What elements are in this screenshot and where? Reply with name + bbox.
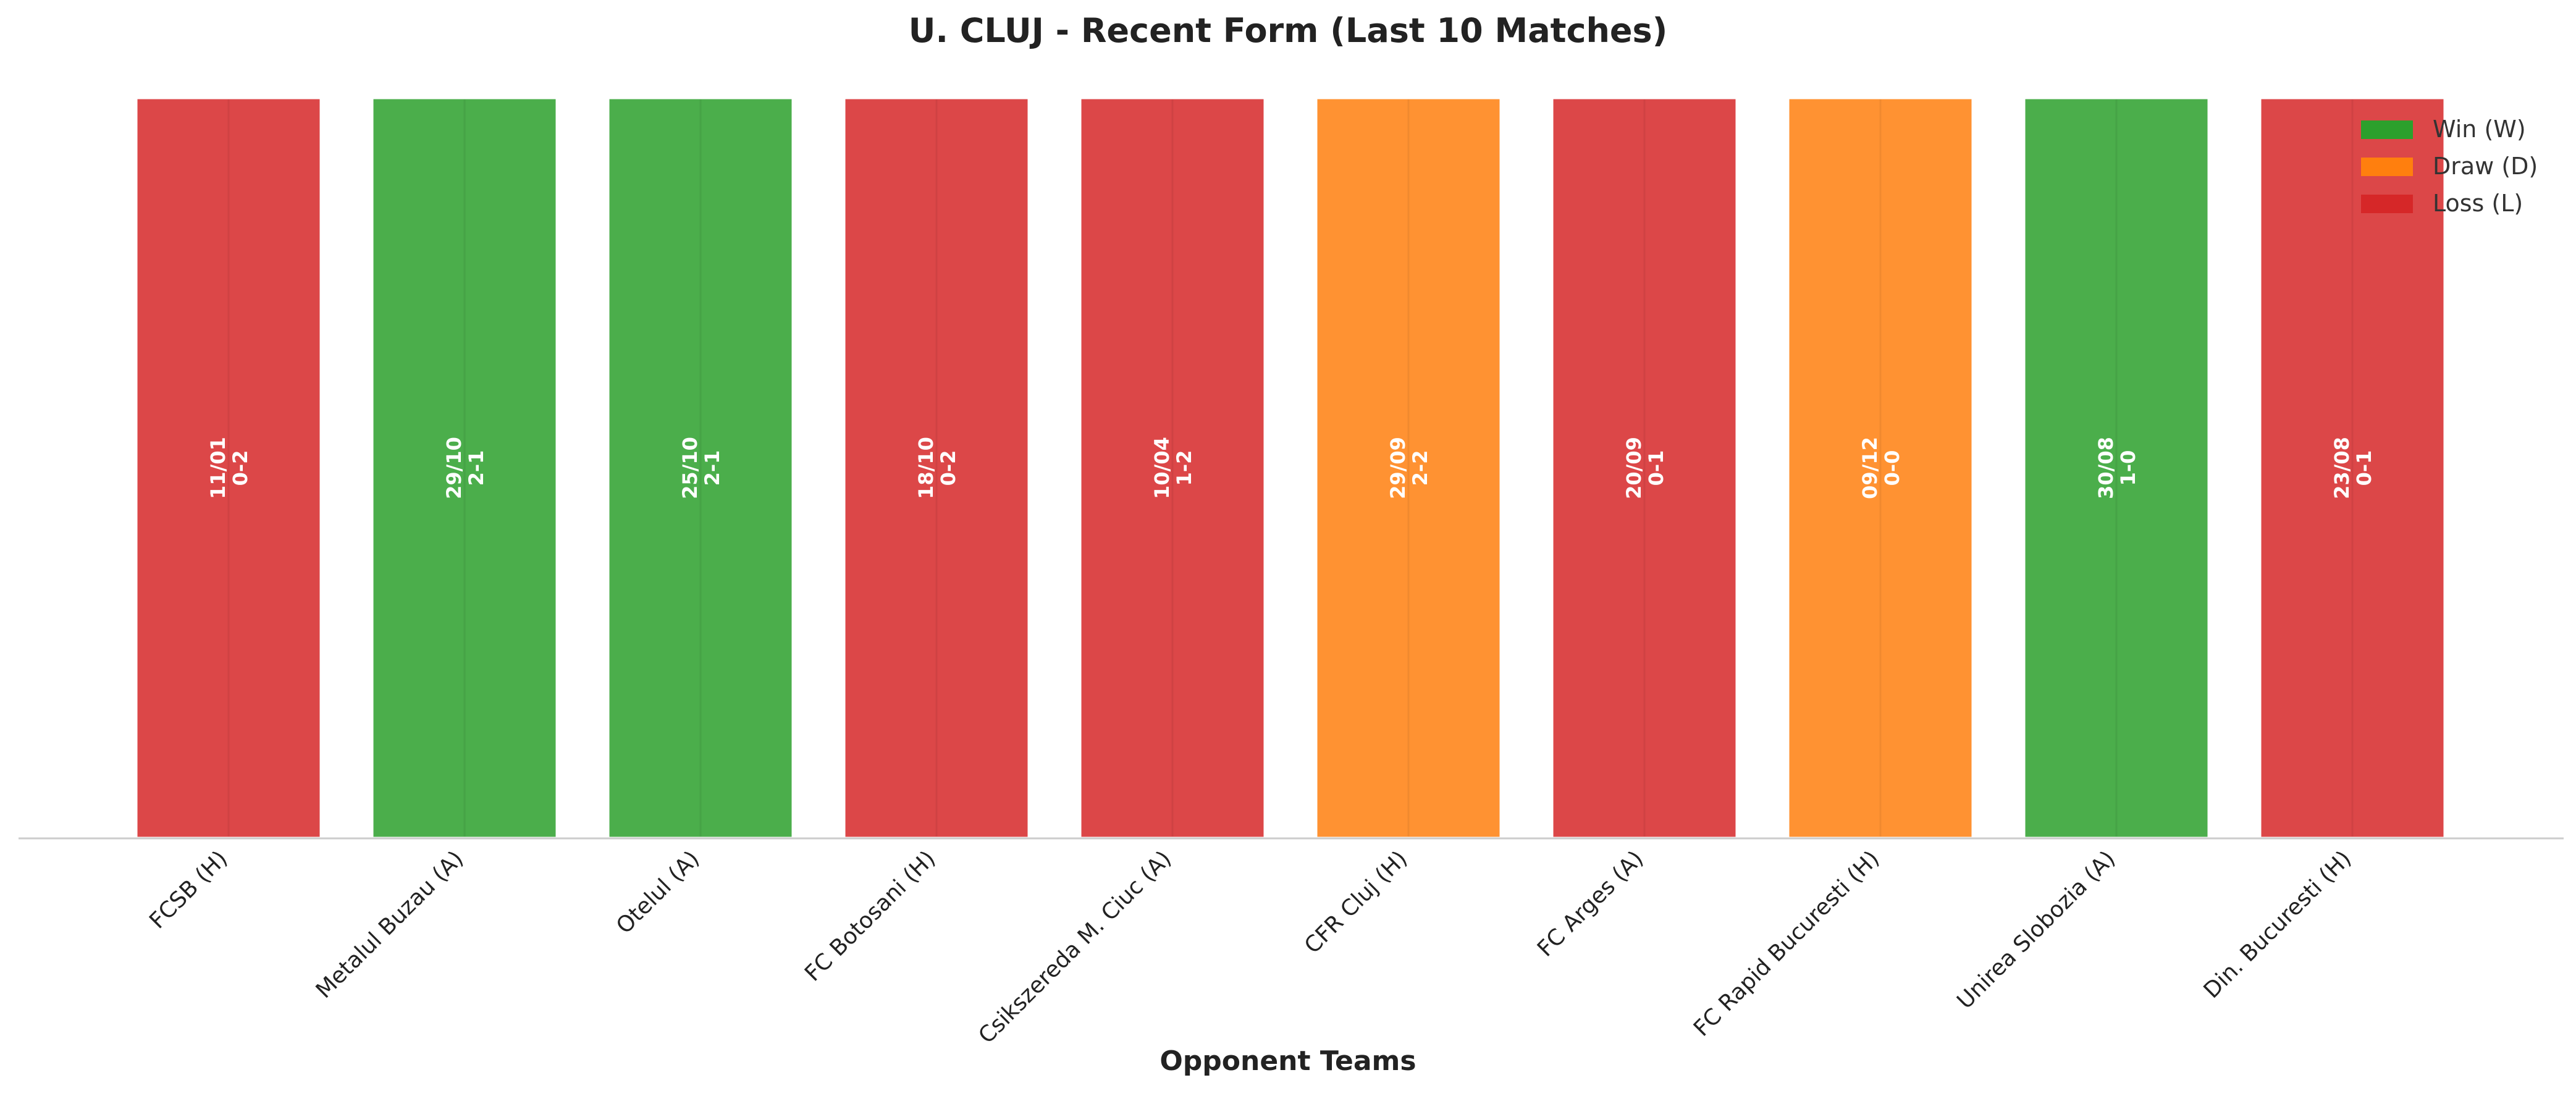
match-date: 11/01 <box>206 437 230 499</box>
legend-swatch <box>2361 195 2413 213</box>
x-tick-label: FC Rapid Bucuresti (H) <box>1689 846 1884 1041</box>
bar-data-label: 10/041-2 <box>1150 437 1196 499</box>
bar-data-label: 20/090-1 <box>1622 437 1668 499</box>
match-score: 0-1 <box>2352 450 2376 486</box>
bar <box>370 96 559 840</box>
legend-label: Loss (L) <box>2433 190 2523 217</box>
legend-swatch <box>2361 120 2413 139</box>
bar-data-label: 11/010-2 <box>206 437 252 499</box>
bar-data-label: 30/081-0 <box>2094 437 2140 499</box>
x-tick-labels: FCSB (H) Metalul Buzau (A) Otelul (A) FC Bo… <box>145 846 2356 1048</box>
match-score: 2-1 <box>701 450 724 486</box>
match-date: 25/10 <box>678 437 702 499</box>
match-date: 29/09 <box>1386 437 1410 499</box>
match-score: 0-2 <box>229 450 252 486</box>
x-tick-label: Metalul Buzau (A) <box>311 846 469 1003</box>
bar <box>606 96 795 840</box>
match-score: 0-1 <box>1644 450 1668 486</box>
match-date: 18/10 <box>914 437 938 499</box>
x-tick-label: FC Arges (A) <box>1533 846 1648 961</box>
x-tick-label: FCSB (H) <box>145 846 232 934</box>
bar <box>1078 96 1267 840</box>
bar <box>1550 96 1739 840</box>
x-axis-title: Opponent Teams <box>1160 1045 1416 1077</box>
match-date: 29/10 <box>442 437 466 499</box>
match-date: 10/04 <box>1150 437 1174 499</box>
bar <box>1314 96 1503 840</box>
match-score: 1-0 <box>2116 450 2140 486</box>
match-score: 2-1 <box>465 450 488 486</box>
x-tick-label: FC Botosani (H) <box>800 846 940 986</box>
legend-label: Win (W) <box>2433 116 2526 143</box>
bar <box>842 96 1031 840</box>
x-tick-label: CFR Cluj (H) <box>1300 846 1412 958</box>
legend: Win (W) Draw (D) Loss (L) <box>2361 116 2538 217</box>
bar-data-label: 29/102-1 <box>442 437 488 499</box>
bar <box>134 96 323 840</box>
bar-data-label: 25/102-1 <box>678 437 724 499</box>
match-score: 2-2 <box>1408 450 1432 486</box>
match-score: 0-0 <box>1880 450 1904 486</box>
chart-title: U. CLUJ - Recent Form (Last 10 Matches) <box>909 11 1668 50</box>
bar-data-label: 09/120-0 <box>1858 437 1904 499</box>
x-tick-label: Din. Bucuresti (H) <box>2199 846 2357 1003</box>
match-date: 30/08 <box>2094 437 2118 499</box>
bar-data-label: 23/080-1 <box>2330 437 2376 499</box>
match-score: 0-2 <box>937 450 960 486</box>
x-tick-label: Csikszereda M. Ciuc (A) <box>974 846 1176 1048</box>
x-tick-label: Otelul (A) <box>612 846 704 938</box>
bar-data-label: 29/092-2 <box>1386 437 1432 499</box>
match-date: 09/12 <box>1858 437 1882 499</box>
legend-label: Draw (D) <box>2433 153 2538 180</box>
match-score: 1-2 <box>1172 450 1196 486</box>
bars-layer: 11/010-2 29/102-1 25/102-1 18/100-2 10/041-2… <box>134 96 2447 840</box>
bar <box>2258 96 2447 840</box>
match-date: 23/08 <box>2330 437 2354 499</box>
legend-swatch <box>2361 158 2413 176</box>
x-tick-label: Unirea Slobozia (A) <box>1952 846 2120 1014</box>
match-date: 20/09 <box>1622 437 1646 499</box>
bar-data-label: 18/100-2 <box>914 437 960 499</box>
